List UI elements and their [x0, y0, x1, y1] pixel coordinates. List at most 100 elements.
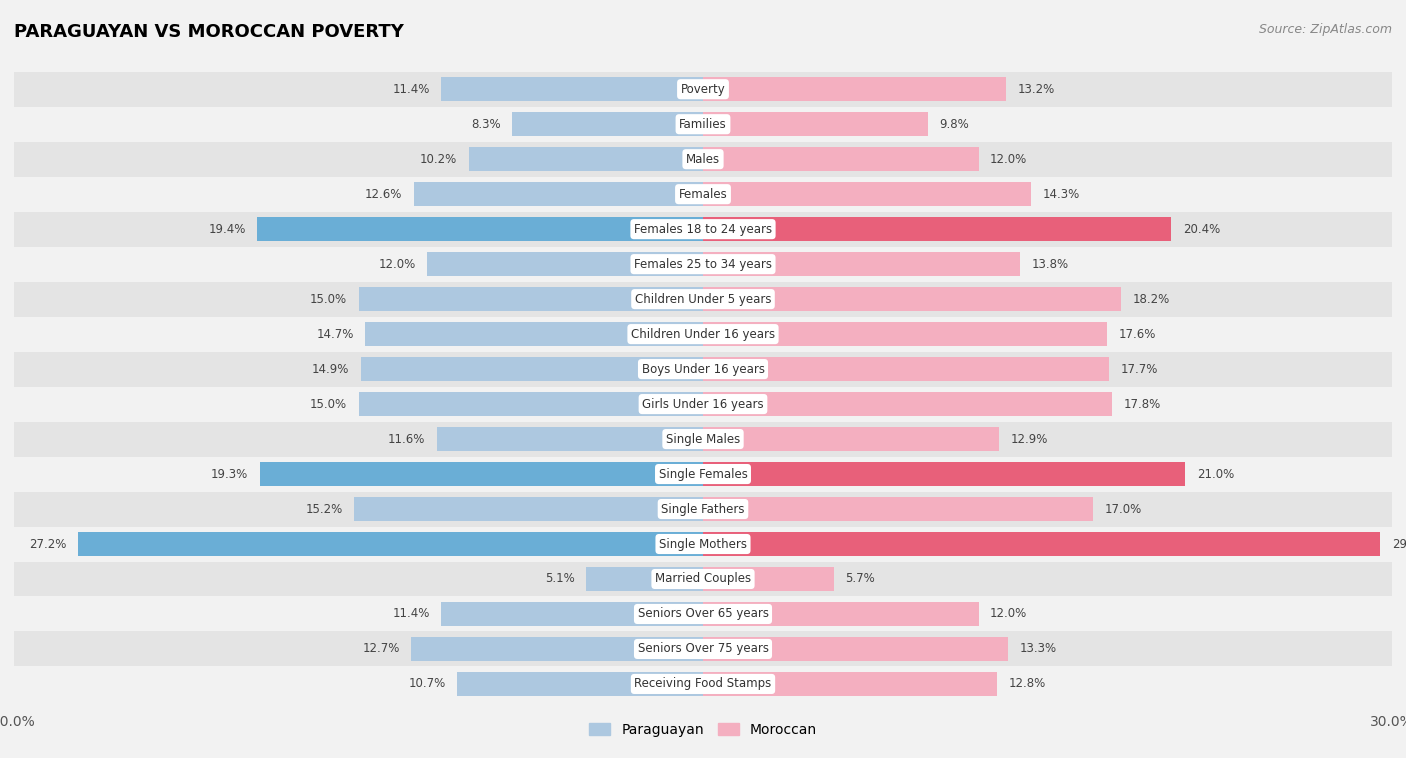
Text: 14.9%: 14.9% — [312, 362, 349, 375]
Bar — [437, 428, 703, 451]
Text: 12.9%: 12.9% — [1011, 433, 1047, 446]
Text: 15.0%: 15.0% — [309, 293, 347, 305]
Text: Married Couples: Married Couples — [655, 572, 751, 585]
Bar — [14, 527, 1392, 562]
Text: Males: Males — [686, 152, 720, 166]
Bar — [14, 421, 1392, 456]
Text: 14.3%: 14.3% — [1043, 188, 1080, 201]
Bar — [457, 672, 703, 696]
Bar — [703, 532, 1381, 556]
Bar — [703, 567, 834, 591]
Bar — [14, 666, 1392, 701]
Bar — [14, 211, 1392, 246]
Text: 13.8%: 13.8% — [1032, 258, 1069, 271]
Bar — [257, 218, 703, 241]
Bar — [703, 218, 1171, 241]
Text: Females: Females — [679, 188, 727, 201]
Bar — [427, 252, 703, 276]
Bar — [260, 462, 703, 486]
Text: Children Under 16 years: Children Under 16 years — [631, 327, 775, 340]
Text: 18.2%: 18.2% — [1132, 293, 1170, 305]
Text: Girls Under 16 years: Girls Under 16 years — [643, 398, 763, 411]
Text: 19.4%: 19.4% — [208, 223, 246, 236]
Bar — [703, 672, 997, 696]
Text: 12.0%: 12.0% — [378, 258, 416, 271]
Bar — [14, 72, 1392, 107]
Bar — [703, 322, 1107, 346]
Text: 5.1%: 5.1% — [544, 572, 575, 585]
Bar — [703, 182, 1032, 206]
Bar — [441, 77, 703, 101]
Bar — [79, 532, 703, 556]
Bar — [703, 428, 1000, 451]
Legend: Paraguayan, Moroccan: Paraguayan, Moroccan — [583, 718, 823, 743]
Bar — [14, 317, 1392, 352]
Bar — [703, 497, 1094, 521]
Text: 19.3%: 19.3% — [211, 468, 249, 481]
Text: 15.2%: 15.2% — [305, 503, 343, 515]
Text: 11.4%: 11.4% — [392, 607, 430, 621]
Text: 27.2%: 27.2% — [30, 537, 67, 550]
Text: 17.0%: 17.0% — [1105, 503, 1142, 515]
Text: 15.0%: 15.0% — [309, 398, 347, 411]
Bar — [412, 637, 703, 661]
Bar — [703, 602, 979, 626]
Bar — [586, 567, 703, 591]
Bar — [703, 77, 1007, 101]
Bar — [703, 252, 1019, 276]
Text: Children Under 5 years: Children Under 5 years — [634, 293, 772, 305]
Bar — [14, 107, 1392, 142]
Text: PARAGUAYAN VS MOROCCAN POVERTY: PARAGUAYAN VS MOROCCAN POVERTY — [14, 23, 404, 41]
Bar — [361, 357, 703, 381]
Bar — [14, 562, 1392, 597]
Bar — [413, 182, 703, 206]
Text: Families: Families — [679, 117, 727, 130]
Text: 12.6%: 12.6% — [364, 188, 402, 201]
Bar — [14, 282, 1392, 317]
Text: 5.7%: 5.7% — [845, 572, 875, 585]
Bar — [703, 637, 1008, 661]
Text: 9.8%: 9.8% — [939, 117, 969, 130]
Bar — [703, 462, 1185, 486]
Text: 12.7%: 12.7% — [363, 643, 399, 656]
Bar — [441, 602, 703, 626]
Bar — [359, 287, 703, 311]
Text: Single Fathers: Single Fathers — [661, 503, 745, 515]
Bar — [14, 246, 1392, 282]
Text: 13.2%: 13.2% — [1018, 83, 1054, 96]
Text: 12.8%: 12.8% — [1008, 678, 1046, 691]
Text: 13.3%: 13.3% — [1019, 643, 1057, 656]
Text: 17.8%: 17.8% — [1123, 398, 1160, 411]
Text: 20.4%: 20.4% — [1182, 223, 1220, 236]
Text: Females 25 to 34 years: Females 25 to 34 years — [634, 258, 772, 271]
Text: Single Females: Single Females — [658, 468, 748, 481]
Bar — [14, 631, 1392, 666]
Bar — [14, 456, 1392, 491]
Text: 21.0%: 21.0% — [1197, 468, 1234, 481]
Bar — [14, 597, 1392, 631]
Text: Poverty: Poverty — [681, 83, 725, 96]
Text: 12.0%: 12.0% — [990, 607, 1028, 621]
Bar — [468, 147, 703, 171]
Text: Single Males: Single Males — [666, 433, 740, 446]
Text: 11.6%: 11.6% — [388, 433, 425, 446]
Text: 8.3%: 8.3% — [471, 117, 501, 130]
Bar — [703, 392, 1112, 416]
Bar — [703, 112, 928, 136]
Bar — [512, 112, 703, 136]
Text: Seniors Over 75 years: Seniors Over 75 years — [637, 643, 769, 656]
Bar — [14, 491, 1392, 527]
Bar — [703, 287, 1121, 311]
Text: 12.0%: 12.0% — [990, 152, 1028, 166]
Text: 10.7%: 10.7% — [409, 678, 446, 691]
Bar — [14, 352, 1392, 387]
Bar — [14, 387, 1392, 421]
Text: Receiving Food Stamps: Receiving Food Stamps — [634, 678, 772, 691]
Bar — [703, 357, 1109, 381]
Bar — [354, 497, 703, 521]
Bar — [359, 392, 703, 416]
Bar — [366, 322, 703, 346]
Text: Seniors Over 65 years: Seniors Over 65 years — [637, 607, 769, 621]
Text: 17.7%: 17.7% — [1121, 362, 1159, 375]
Text: Single Mothers: Single Mothers — [659, 537, 747, 550]
